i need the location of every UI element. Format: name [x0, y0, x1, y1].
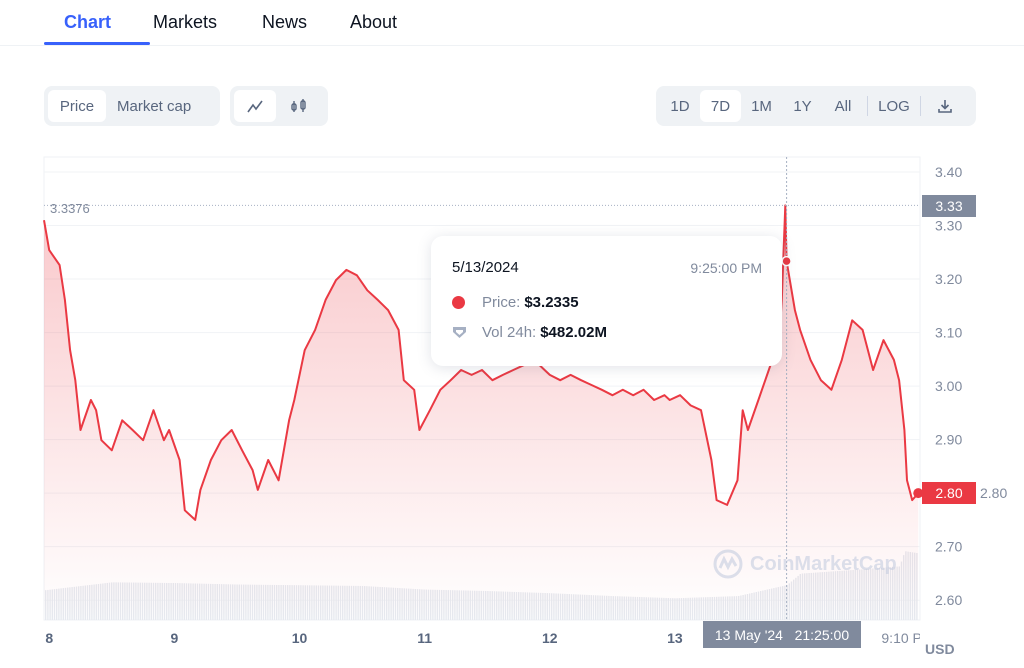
tooltip-price-row: Price: $3.2335 — [452, 294, 579, 311]
watermark-logo: CoinMarketCap — [712, 548, 897, 580]
y-tick-label: 2.80 — [980, 485, 1007, 501]
hover-point — [781, 255, 792, 267]
coinmarketcap-logo-icon — [713, 549, 743, 579]
price-area-fill — [44, 205, 919, 620]
y-tick-label: 3.00 — [935, 378, 962, 394]
volume-icon — [453, 327, 466, 338]
tab-news[interactable]: News — [262, 12, 308, 32]
y-tick-label: 3.40 — [935, 164, 962, 180]
crosshair-time-badge: 13 May '24 21:25:00 — [703, 621, 861, 648]
line-chart-icon — [247, 100, 263, 113]
range-7d-button[interactable]: 7D — [700, 90, 741, 122]
x-tick-label: 9 — [170, 630, 178, 646]
x-tick-label: 13 — [667, 630, 683, 646]
currency-label: USD — [925, 641, 955, 657]
metric-toggle: Price Market cap — [44, 86, 220, 126]
range-toggle: 1D 7D 1M 1Y All LOG — [656, 86, 976, 126]
download-button[interactable] — [925, 90, 965, 122]
x-tick-label: 10 — [292, 630, 308, 646]
x-tick-label: 11 — [417, 630, 432, 646]
y-tick-label: 2.90 — [935, 432, 962, 448]
y-tick-label: 2.60 — [935, 592, 962, 608]
price-button[interactable]: Price — [48, 90, 106, 122]
tab-markets[interactable]: Markets — [153, 12, 218, 32]
range-all-button[interactable]: All — [834, 97, 852, 115]
price-line — [43, 204, 920, 521]
tooltip-volume-row: Vol 24h: $482.02M — [452, 324, 607, 341]
line-chart-button[interactable] — [234, 90, 276, 122]
active-tab-indicator — [44, 42, 150, 45]
x-tick-label: 9:10 PM — [881, 630, 933, 646]
candlestick-icon — [291, 99, 306, 112]
market-cap-button[interactable]: Market cap — [117, 97, 192, 115]
divider — [867, 96, 868, 116]
x-tick-label: 8 — [45, 630, 53, 646]
range-1y-button[interactable]: 1Y — [793, 97, 812, 115]
price-dot-icon — [452, 296, 465, 309]
tooltip-time: 9:25:00 PM — [690, 260, 762, 276]
tab-about[interactable]: About — [350, 12, 398, 32]
divider — [920, 96, 921, 116]
candlestick-button[interactable] — [276, 90, 322, 122]
last-price-point — [913, 488, 924, 499]
y-tick-label: 2.70 — [935, 539, 962, 555]
tab-chart[interactable]: Chart — [64, 12, 112, 32]
y-tick-label: 3.20 — [935, 271, 962, 287]
x-tick-label: 12 — [542, 630, 558, 646]
tooltip-price-label: Price: — [482, 294, 521, 311]
watermark-text: CoinMarketCap — [750, 552, 897, 575]
y-tick-label: 3.30 — [935, 218, 962, 234]
high-price-label: 3.3376 — [50, 201, 90, 216]
download-icon — [938, 100, 952, 113]
chart-type-toggle — [230, 86, 328, 126]
tooltip-price-value: $3.2335 — [524, 294, 579, 311]
log-scale-button[interactable]: LOG — [878, 97, 910, 115]
tooltip-date: 5/13/2024 — [452, 259, 519, 276]
y-tick-label: 3.10 — [935, 325, 962, 341]
range-1d-button[interactable]: 1D — [670, 97, 690, 115]
crosshair-price-badge: 3.33 — [922, 195, 976, 217]
current-price-badge: 2.80 — [922, 482, 976, 504]
range-1m-button[interactable]: 1M — [751, 97, 772, 115]
chart-tooltip: 5/13/2024 9:25:00 PM Price: $3.2335 Vol … — [431, 236, 782, 366]
tooltip-volume-label: Vol 24h: — [482, 324, 537, 341]
tab-bar: Chart Markets News About — [0, 0, 1024, 46]
tooltip-volume-value: $482.02M — [540, 324, 607, 341]
